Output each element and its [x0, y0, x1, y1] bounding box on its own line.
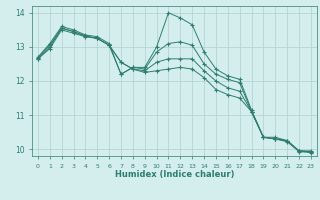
X-axis label: Humidex (Indice chaleur): Humidex (Indice chaleur) — [115, 170, 234, 179]
